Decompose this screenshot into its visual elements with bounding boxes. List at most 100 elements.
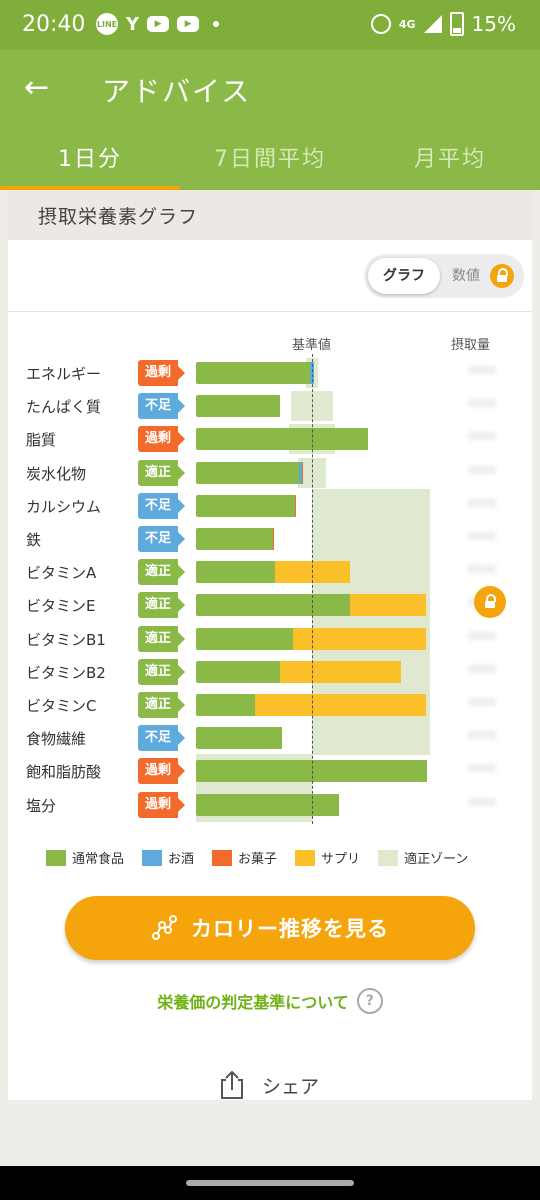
toggle-graph-button[interactable]: グラフ	[368, 258, 440, 294]
status-time: 20:40	[22, 12, 86, 37]
bar-normal	[196, 561, 275, 584]
divider	[8, 311, 532, 312]
intake-value-locked: 0000	[468, 530, 496, 543]
help-icon[interactable]: ?	[356, 988, 383, 1014]
status-badge: 適正	[138, 592, 185, 619]
nutrient-row: ビタミンA 適正 0000	[8, 555, 532, 590]
chart-legend: 通常食品 お酒 お菓子 サプリ 適正ゾーン	[46, 848, 476, 867]
intake-value-locked: 0000	[468, 397, 496, 411]
nutrient-name: 飽和脂肪酸	[26, 763, 102, 782]
nutrient-row: 脂質 過剰 0000	[8, 424, 532, 455]
tab-daily[interactable]: 1日分	[58, 147, 122, 172]
bar-alcohol	[309, 362, 315, 384]
nutrient-row: ビタミンB2 適正 0000	[8, 654, 532, 689]
app-bar: ← アドバイス 1日分 7日間平均 月平均	[0, 50, 540, 190]
legend-label: 適正ゾーン	[404, 852, 469, 867]
legend-swatch-alcohol	[142, 849, 163, 866]
legend-swatch-snack	[212, 849, 233, 866]
intake-value-locked: 0000	[468, 463, 496, 477]
legend-alcohol: お酒	[142, 848, 194, 867]
nutrient-row: エネルギー 過剰 0000	[8, 358, 532, 388]
status-badge: 適正	[138, 559, 185, 586]
optimal-zone	[312, 488, 430, 523]
intake-value-locked: 0000	[468, 364, 496, 377]
reference-line	[312, 354, 313, 824]
criteria-link[interactable]: 栄養価の判定基準について ?	[8, 988, 532, 1014]
tab-monthly-average[interactable]: 月平均	[413, 147, 486, 172]
more-notifications-icon	[213, 21, 220, 27]
status-badge: 不足	[138, 393, 185, 420]
back-arrow-icon[interactable]: ←	[24, 70, 50, 105]
status-badge: 不足	[138, 526, 185, 552]
bar-normal	[196, 428, 368, 451]
nutrient-name: 炭水化物	[26, 464, 87, 483]
legend-zone: 適正ゾーン	[378, 848, 468, 867]
intake-value-locked: 0000	[468, 795, 496, 809]
line-icon: LINE	[96, 13, 118, 35]
section-title: 摂取栄養素グラフ	[38, 206, 199, 228]
legend-swatch-supplement	[295, 849, 316, 866]
intake-value-locked: 0000	[468, 430, 496, 444]
system-nav-bar	[0, 1166, 540, 1200]
lock-icon	[490, 264, 514, 288]
optimal-zone	[312, 522, 430, 556]
bar-supplement	[293, 627, 426, 650]
trend-icon	[152, 915, 177, 940]
nutrient-row: ビタミンB1 適正 0000	[8, 621, 532, 656]
intake-lock-icon[interactable]	[474, 586, 506, 618]
criteria-link-label: 栄養価の判定基準について	[157, 993, 349, 1012]
system-icons: 4G 15%	[370, 12, 516, 36]
legend-normal-food: 通常食品	[46, 848, 124, 867]
home-gesture-handle[interactable]	[186, 1180, 354, 1186]
legend-label: サプリ	[321, 852, 361, 867]
legend-label: 通常食品	[72, 852, 125, 867]
nutrient-card: グラフ 数値 基準値 摂取量 エネルギー 過剰 0000 たんぱく質 不足 0000 脂質過…	[8, 240, 532, 1100]
bar-snack	[272, 528, 274, 550]
bar-supplement	[350, 594, 426, 617]
tab-7day-average[interactable]: 7日間平均	[214, 147, 326, 172]
nutrient-name: 脂質	[26, 431, 57, 450]
nutrient-name: たんぱく質	[26, 398, 102, 417]
optimal-zone	[298, 457, 326, 488]
yahoo-icon: Y	[126, 13, 140, 35]
intake-value-locked: 0000	[468, 696, 496, 709]
nutrient-name: ビタミンE	[26, 597, 96, 616]
legend-snack: お菓子	[212, 848, 277, 867]
nutrient-name: 鉄	[26, 531, 42, 549]
nutrient-row: カルシウム 不足 0000	[8, 488, 532, 523]
view-toggle[interactable]: グラフ 数値	[364, 254, 524, 298]
battery-level: 15%	[471, 12, 516, 36]
intake-value-locked: 0000	[468, 629, 496, 643]
bar-normal	[196, 461, 300, 484]
network-type: 4G	[398, 17, 416, 31]
bar-normal	[196, 395, 280, 418]
bar-normal	[196, 528, 273, 550]
nutrient-row: たんぱく質 不足 0000	[8, 391, 532, 422]
nutrient-row: 炭水化物 適正 0000	[8, 457, 532, 488]
nutrient-row: 鉄 不足 0000	[8, 522, 532, 556]
legend-supplement: サプリ	[295, 848, 360, 867]
status-badge: 適正	[138, 658, 185, 685]
intake-value-locked: 0000	[468, 563, 496, 577]
bar-supplement	[255, 694, 426, 716]
section-header: 摂取栄養素グラフ	[8, 190, 532, 240]
legend-label: お酒	[168, 852, 195, 867]
notification-icons: LINE Y ▶ ▶	[96, 13, 220, 35]
share-button[interactable]: シェア	[218, 1070, 319, 1100]
legend-swatch-normal	[46, 849, 66, 866]
status-badge: 不足	[138, 725, 185, 752]
status-badge: 不足	[138, 492, 185, 519]
toggle-value-button[interactable]: 数値	[452, 268, 480, 284]
optimal-zone	[291, 391, 333, 422]
nutrient-name: ビタミンB2	[26, 663, 106, 682]
calorie-trend-button[interactable]: カロリー推移を見る	[65, 896, 475, 960]
nutrient-name: 塩分	[26, 796, 57, 815]
bar-snack	[301, 461, 303, 484]
bar-supplement	[279, 660, 402, 683]
status-badge: 過剰	[138, 758, 185, 785]
nutrient-name: ビタミンC	[26, 697, 97, 715]
nutrient-name: ビタミンA	[26, 564, 97, 583]
youtube-icon: ▶	[177, 16, 200, 32]
bar-alcohol	[299, 461, 302, 484]
calorie-trend-label: カロリー推移を見る	[191, 917, 389, 941]
